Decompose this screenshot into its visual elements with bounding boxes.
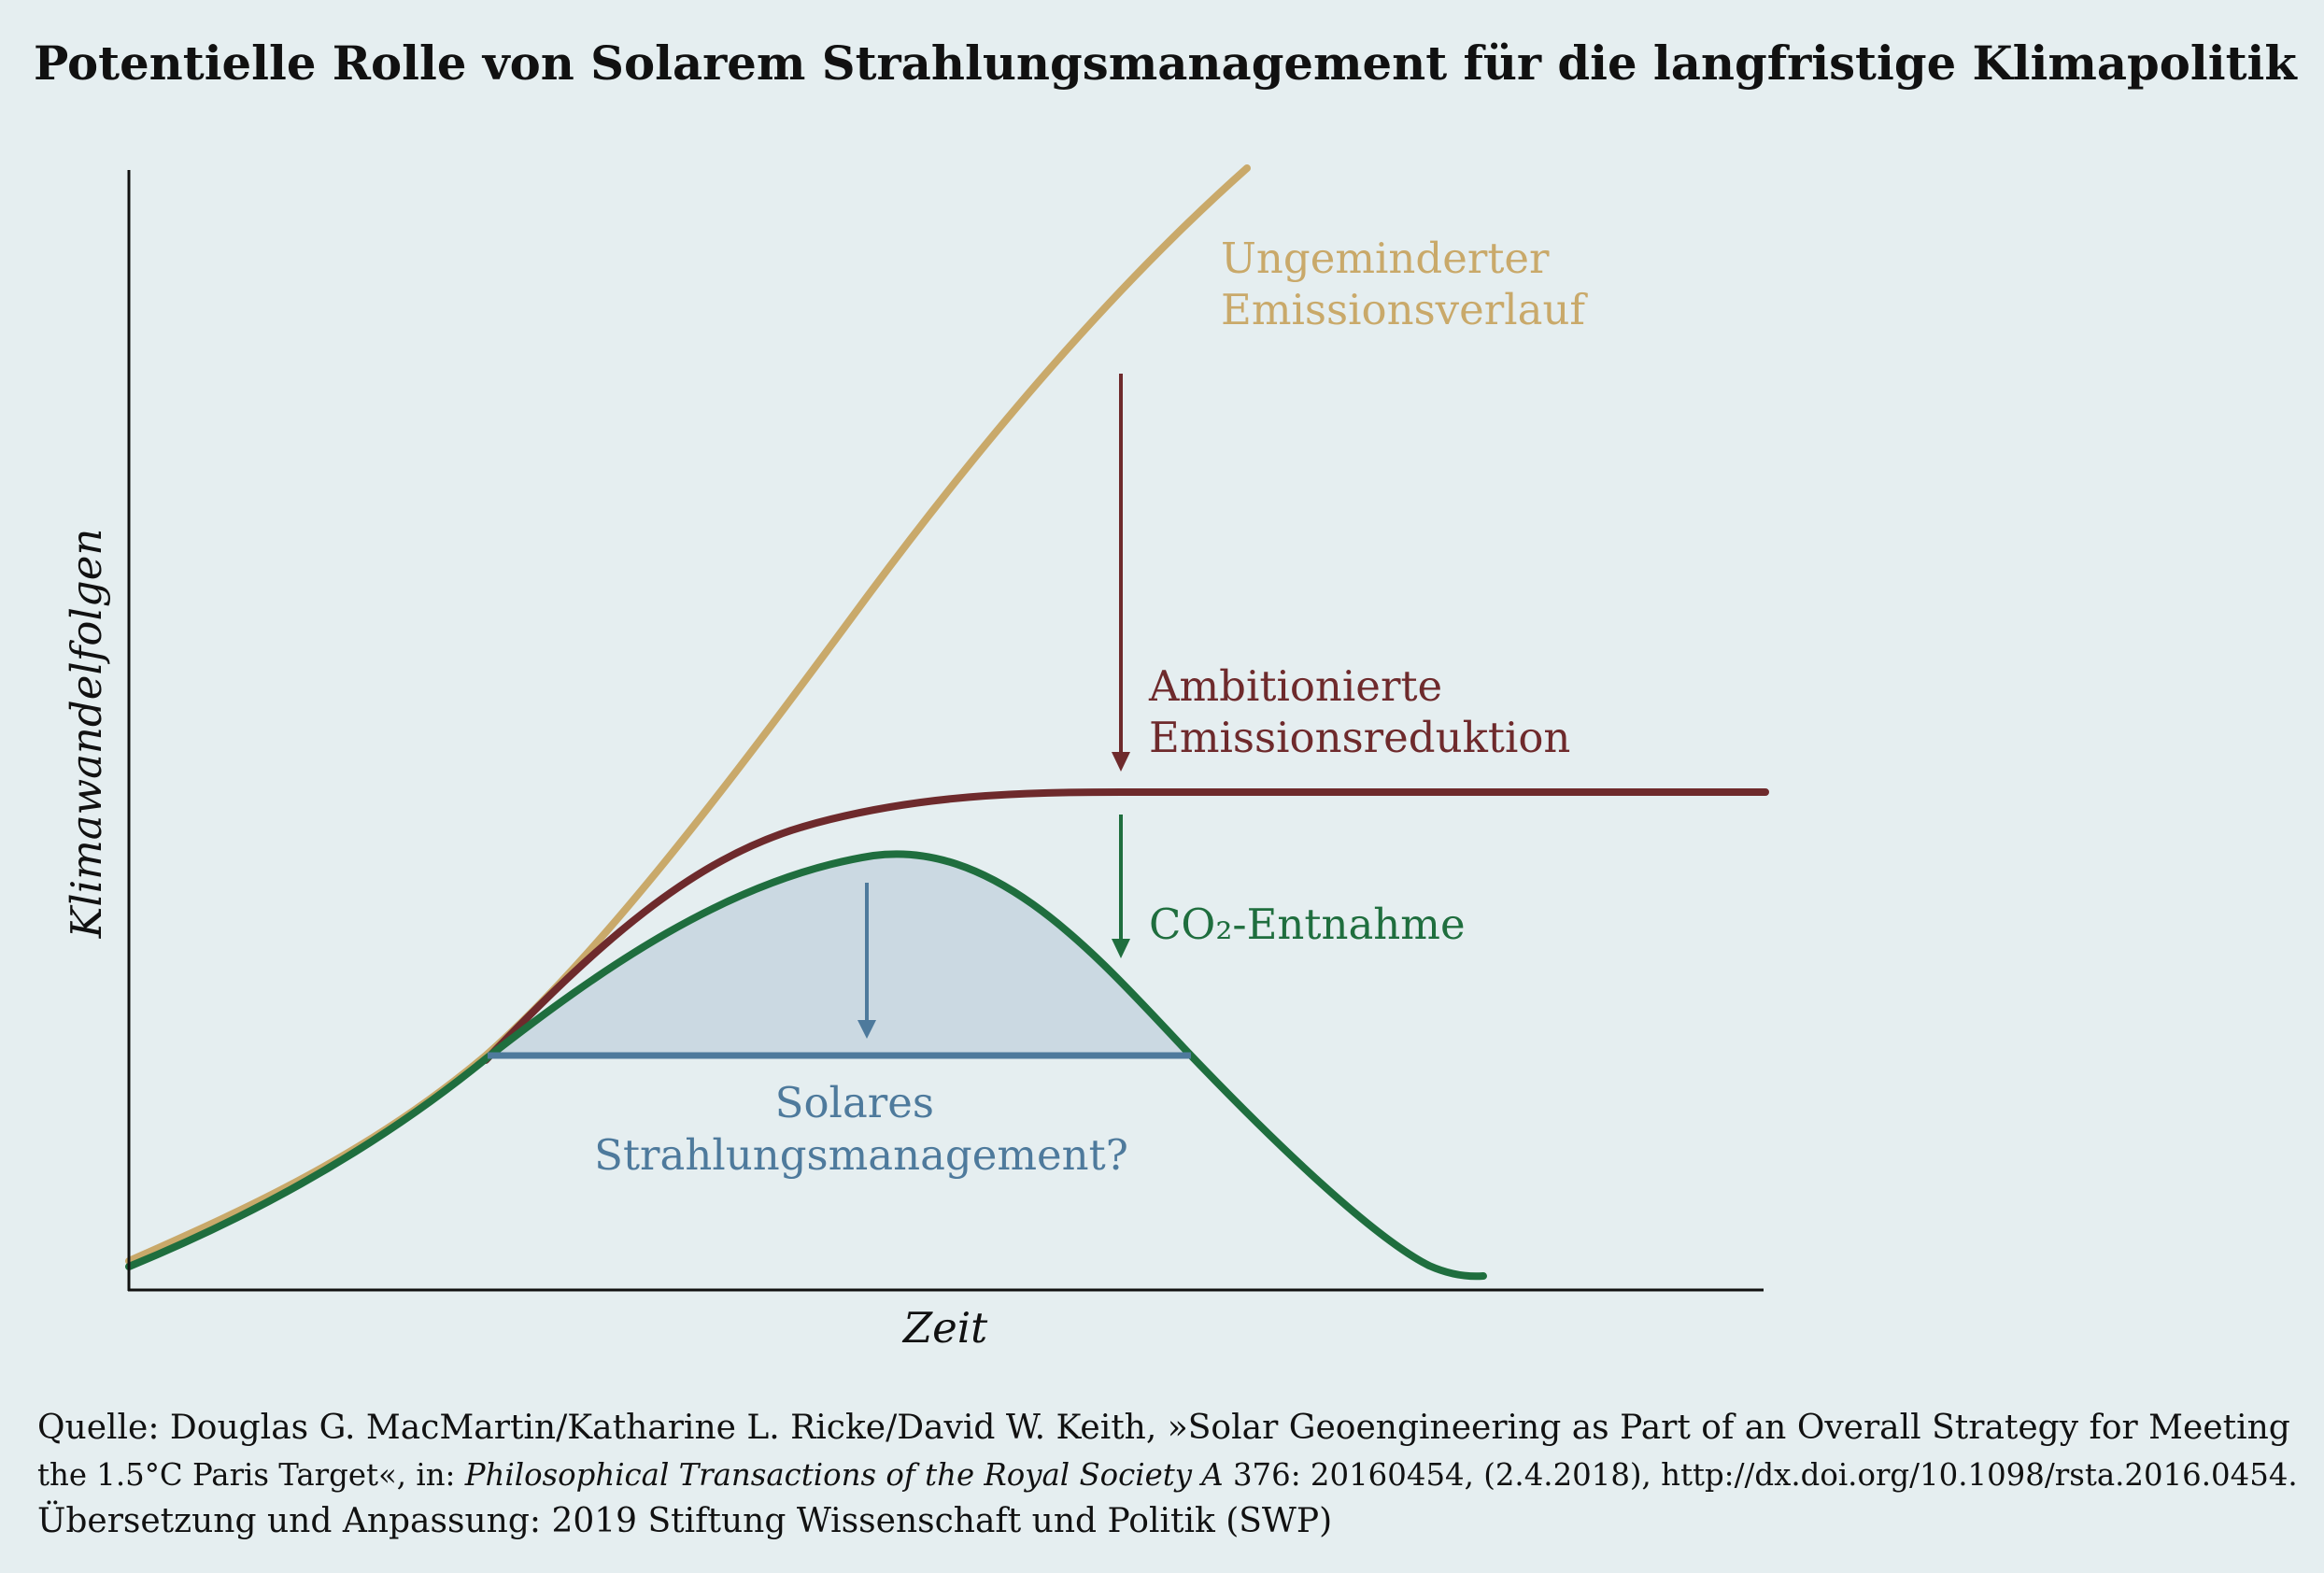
chart-title: Potentielle Rolle von Solarem Strahlungs… [34,35,2298,91]
label-ambitioniert: Ambitionierte Emissionsreduktion [1148,661,1570,762]
label-ungemindert: Ungeminderter Emissionsverlauf [1221,234,1588,334]
source-line-3: Übersetzung und Anpassung: 2019 Stiftung… [37,1501,1332,1540]
arrowhead-co2-entnahme [1112,939,1130,958]
arrowhead-emissionsreduktion [1112,752,1130,772]
series-line-ambitioniert [482,788,1769,1064]
y-axis-label: Klimawandelfolgen [62,529,111,940]
label-srm: Solares Strahlungsmanagement? [594,1078,1128,1180]
series-line-ungemindert [125,164,1251,1265]
source-line-2-a: the 1.5°C Paris Target«, in: [37,1457,465,1493]
srm-area [488,854,1191,1056]
label-co2-entnahme: CO₂-Entnahme [1149,900,1466,949]
source-line-1: Quelle: Douglas G. MacMartin/Katharine L… [37,1409,2290,1447]
source-line-2: the 1.5°C Paris Target«, in: Philosophic… [37,1457,2298,1493]
source-journal: Philosophical Transactions of the Royal … [464,1457,1224,1493]
arrowhead-srm [857,1020,876,1039]
source-line-2-b: 376: 20160454, (2.4.2018), http://dx.doi… [1233,1457,2298,1493]
x-axis-label: Zeit [901,1303,988,1353]
series-line-co2-entnahme [125,850,1487,1281]
